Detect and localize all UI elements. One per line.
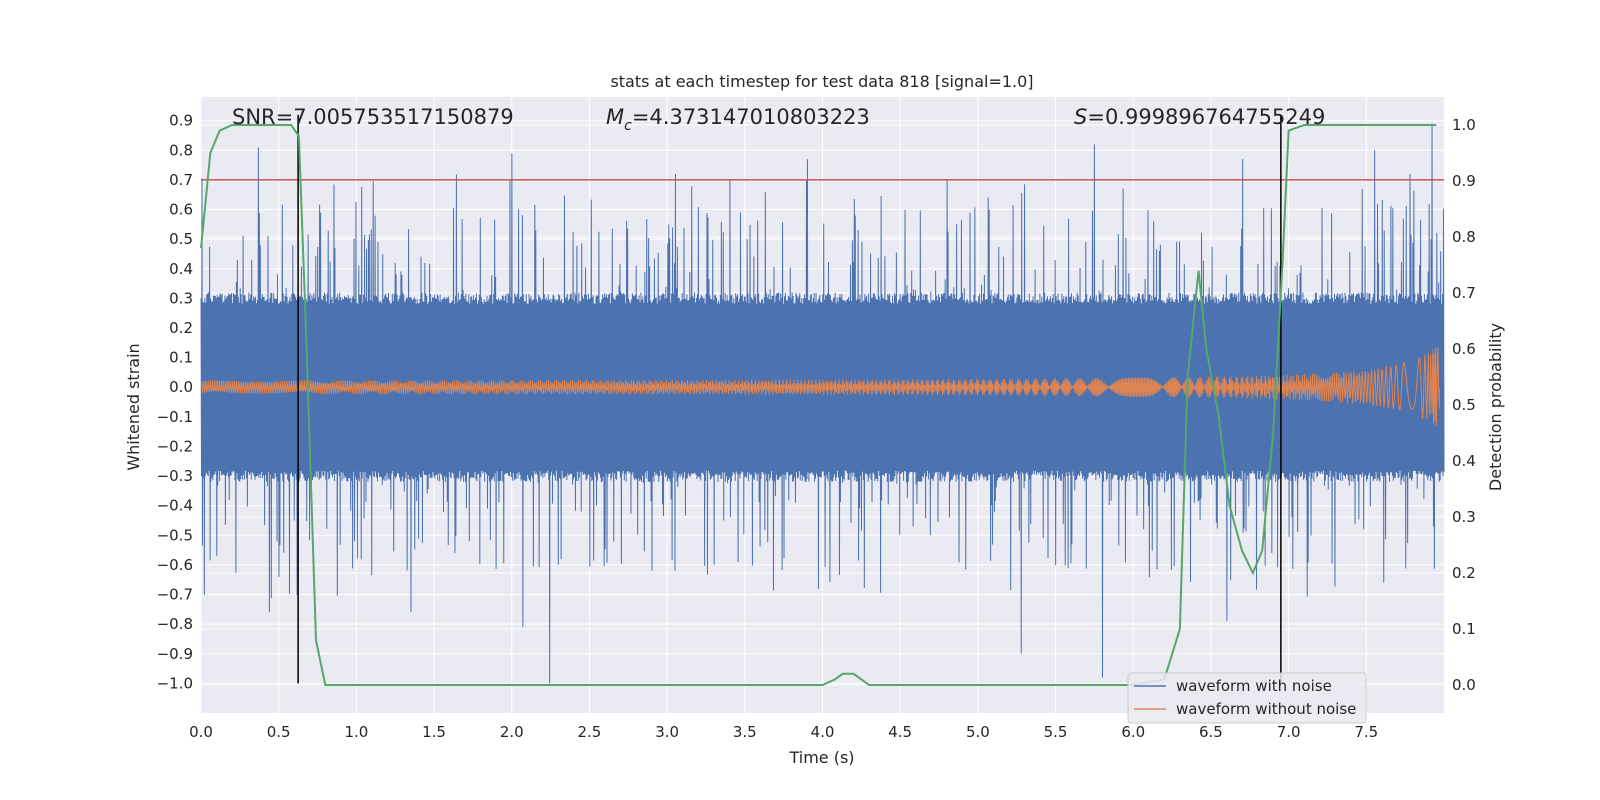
y-right-tick-label: 1.0 [1452,116,1476,134]
annotation-chirp-mass: Mc=4.373147010803223 [606,105,870,134]
annotation-s: S=0.999896764755249 [1074,105,1325,129]
x-tick-label: 2.5 [578,723,602,741]
x-tick-label: 4.0 [811,723,835,741]
y-axis-label: Whitened strain [124,343,143,470]
legend-label-clean: waveform without noise [1176,700,1356,718]
y-tick-labels: 0.9 0.8 0.7 0.6 0.5 0.4 0.3 0.2 0.1 0.0 −0.1 −0.2 −0… [157,112,193,693]
y-tick-label: 0.9 [169,112,193,130]
x-tick-label: 2.0 [500,723,524,741]
y-tick-label: −1.0 [157,674,193,692]
y-tick-label: −0.2 [157,437,193,455]
y-tick-label: −0.5 [157,526,193,544]
x-tick-label: 7.0 [1277,723,1301,741]
legend: waveform with noise waveform without noi… [1127,672,1367,724]
series-detection-probability [200,124,1437,686]
y-tick-label: 0.0 [169,378,193,396]
y-tick-label: −0.6 [157,556,193,574]
x-tick-label: 3.0 [655,723,679,741]
x-axis-label: Time (s) [788,748,854,767]
y-tick-label: 0.6 [169,201,193,219]
y-tick-label: −0.8 [157,615,193,633]
y-tick-label: 0.7 [169,171,193,189]
y-right-tick-label: 0.3 [1452,508,1476,526]
x-tick-label: 7.5 [1354,723,1378,741]
x-tick-label: 0.5 [267,723,291,741]
y-right-axis-label: Detection probability [1486,323,1505,491]
y-right-tick-label: 0.4 [1452,452,1476,470]
y-right-tick-label: 0.5 [1452,396,1476,414]
x-tick-label: 4.5 [888,723,912,741]
x-tick-label: 1.5 [422,723,446,741]
x-tick-label: 0.0 [189,723,213,741]
x-tick-label: 5.5 [1044,723,1068,741]
chart-title: stats at each timestep for test data 818… [610,72,1033,91]
x-tick-label: 3.5 [733,723,757,741]
x-tick-label: 6.0 [1121,723,1145,741]
y-right-tick-labels: 1.0 0.9 0.8 0.7 0.6 0.5 0.4 0.3 0.2 0.1 0.0 [1452,116,1476,694]
y-right-tick-label: 0.9 [1452,172,1476,190]
y-right-tick-label: 0.6 [1452,340,1476,358]
y-right-tick-label: 0.0 [1452,676,1476,694]
annotation-mc-symbol: M [606,105,624,129]
series-waveform-without-noise [200,347,1440,426]
y-tick-label: −0.7 [157,586,193,604]
legend-box [1127,672,1367,724]
y-right-tick-label: 0.7 [1452,284,1476,302]
y-right-tick-label: 0.1 [1452,620,1476,638]
y-tick-label: −0.3 [157,467,193,485]
annotation-mc-subscript: c [624,118,632,134]
y-tick-label: 0.3 [169,289,193,307]
annotation-snr: SNR=7.005753517150879 [232,105,514,129]
x-tick-label: 5.0 [966,723,990,741]
y-tick-label: 0.4 [169,260,193,278]
x-tick-labels: 0.0 0.5 1.0 1.5 2.0 2.5 3.0 3.5 4.0 4.5 5.0 5.5 6.0 6… [189,723,1378,741]
x-tick-label: 1.0 [344,723,368,741]
y-tick-label: −0.4 [157,497,193,515]
y-tick-label: 0.1 [169,349,193,367]
y-tick-label: 0.2 [169,319,193,337]
legend-label-noise: waveform with noise [1176,677,1332,695]
y-tick-label: −0.1 [157,408,193,426]
y-tick-label: −0.9 [157,645,193,663]
y-tick-label: 0.8 [169,141,193,159]
x-tick-label: 6.5 [1199,723,1223,741]
y-right-tick-label: 0.8 [1452,228,1476,246]
y-right-tick-label: 0.2 [1452,564,1476,582]
vertical-markers [297,114,1282,684]
plot-content [200,114,1445,686]
y-tick-label: 0.5 [169,230,193,248]
annotation-s-symbol: S [1074,105,1087,129]
annotation-s-value: =0.999896764755249 [1087,105,1325,129]
annotation-mc-value: =4.373147010803223 [632,105,870,129]
